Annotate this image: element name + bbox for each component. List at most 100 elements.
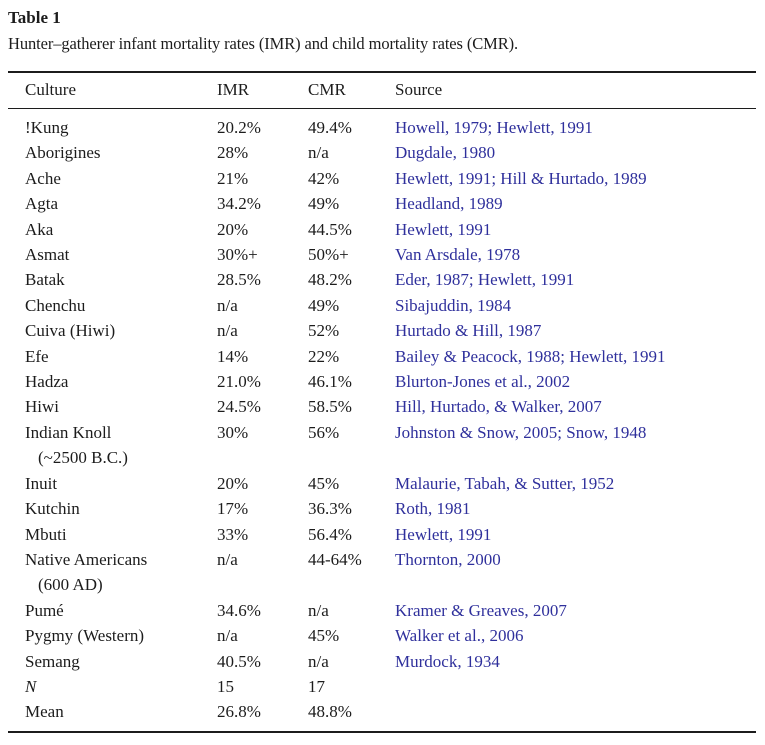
source-cell: Hewlett, 1991 [395, 217, 756, 242]
culture-cell: Pumé [8, 598, 217, 623]
citation-link[interactable]: Murdock, 1934 [395, 651, 500, 671]
culture-name: Mbuti [25, 524, 67, 544]
citation-link[interactable]: Eder, 1987; Hewlett, 1991 [395, 270, 575, 290]
culture-name: Kutchin [25, 499, 80, 519]
table-row: Asmat 30%+ 50%+ Van Arsdale, 1978 [8, 242, 756, 267]
culture-name: Asmat [25, 245, 70, 265]
source-cell: Van Arsdale, 1978 [395, 242, 756, 267]
table-row: Pumé 34.6% n/a Kramer & Greaves, 2007 [8, 598, 756, 623]
culture-cell: Asmat [8, 242, 217, 267]
citation-link[interactable]: Bailey & Peacock, 1988; Hewlett, 1991 [395, 346, 666, 366]
citation-link[interactable]: Headland, 1989 [395, 194, 503, 214]
table-row: Semang 40.5% n/a Murdock, 1934 [8, 649, 756, 674]
citation-link[interactable]: Walker et al., 2006 [395, 626, 524, 646]
culture-name: Agta [25, 194, 59, 214]
culture-cell: Pygmy (Western) [8, 623, 217, 648]
culture-name: Pygmy (Western) [25, 626, 145, 646]
imr-cell: n/a [217, 549, 238, 569]
source-cell: Murdock, 1934 [395, 649, 756, 674]
table-row: Chenchu n/a 49% Sibajuddin, 1984 [8, 293, 756, 318]
citation-link[interactable]: Roth, 1981 [395, 499, 471, 519]
source-cell: Bailey & Peacock, 1988; Hewlett, 1991 [395, 344, 756, 369]
table-row: N 15 17 [8, 674, 756, 699]
culture-cell: Batak [8, 267, 217, 292]
culture-name: Aka [25, 219, 54, 239]
cmr-cell: 44-64% [308, 549, 362, 569]
culture-cell: Mbuti [8, 522, 217, 547]
cmr-cell: 48.8% [308, 702, 352, 722]
citation-link[interactable]: Johnston & Snow, 2005; Snow, 1948 [395, 422, 647, 442]
imr-cell: 34.2% [217, 194, 261, 214]
culture-name-line2: (~2500 B.C.) [38, 448, 128, 468]
imr-cell: 20% [217, 473, 249, 493]
imr-cell: 15 [217, 676, 234, 696]
source-cell: Howell, 1979; Hewlett, 1991 [395, 109, 756, 141]
source-cell: Blurton-Jones et al., 2002 [395, 369, 756, 394]
culture-cell: Semang [8, 649, 217, 674]
culture-name: Mean [25, 702, 64, 722]
col-header-cmr: CMR [308, 72, 395, 109]
cmr-cell: 49.4% [308, 118, 352, 137]
citation-link[interactable]: Hewlett, 1991; Hill & Hurtado, 1989 [395, 168, 647, 188]
culture-cell: Aborigines [8, 140, 217, 165]
imr-cell: 20.2% [217, 118, 261, 137]
cmr-cell: 22% [308, 346, 340, 366]
culture-name: Indian Knoll [25, 422, 112, 442]
culture-name: Hadza [25, 372, 69, 392]
culture-name: Batak [25, 270, 65, 290]
culture-name: Inuit [25, 473, 58, 493]
culture-cell: Agta [8, 191, 217, 216]
citation-link[interactable]: Dugdale, 1980 [395, 143, 496, 163]
culture-name: Pumé [25, 600, 64, 620]
cmr-cell: 50%+ [308, 245, 349, 265]
citation-link[interactable]: Blurton-Jones et al., 2002 [395, 372, 571, 392]
culture-cell: Inuit [8, 471, 217, 496]
culture-name: Cuiva (Hiwi) [25, 321, 116, 341]
culture-cell: Native Americans (600 AD) [8, 547, 217, 598]
table-row: Mean 26.8% 48.8% [8, 699, 756, 731]
citation-link[interactable]: Hewlett, 1991 [395, 524, 492, 544]
citation-link[interactable]: Thornton, 2000 [395, 549, 501, 569]
table-row: Ache 21% 42% Hewlett, 1991; Hill & Hurtado,… [8, 166, 756, 191]
culture-cell: N [8, 674, 217, 699]
citation-link[interactable]: Hill, Hurtado, & Walker, 2007 [395, 397, 602, 417]
imr-cell: 17% [217, 499, 249, 519]
source-cell: Malaurie, Tabah, & Sutter, 1952 [395, 471, 756, 496]
imr-cell: 26.8% [217, 702, 261, 722]
col-header-culture: Culture [8, 72, 217, 109]
imr-cell: 21.0% [217, 372, 261, 392]
culture-name: !Kung [25, 118, 69, 137]
cmr-cell: 49% [308, 194, 340, 214]
imr-cell: 30% [217, 422, 249, 442]
culture-cell: Chenchu [8, 293, 217, 318]
source-cell: Kramer & Greaves, 2007 [395, 598, 756, 623]
source-cell: Sibajuddin, 1984 [395, 293, 756, 318]
citation-link[interactable]: Malaurie, Tabah, & Sutter, 1952 [395, 473, 615, 493]
cmr-cell: n/a [308, 600, 329, 620]
culture-name: N [25, 676, 37, 696]
citation-link[interactable]: Sibajuddin, 1984 [395, 295, 512, 315]
citation-link[interactable]: Hewlett, 1991 [395, 219, 492, 239]
imr-cell: 28.5% [217, 270, 261, 290]
source-cell: Hurtado & Hill, 1987 [395, 318, 756, 343]
table-row: Agta 34.2% 49% Headland, 1989 [8, 191, 756, 216]
culture-cell: Ache [8, 166, 217, 191]
culture-cell: !Kung [8, 109, 217, 141]
culture-cell: Hiwi [8, 394, 217, 419]
citation-link[interactable]: Kramer & Greaves, 2007 [395, 600, 567, 620]
table-row: Inuit 20% 45% Malaurie, Tabah, & Sutter, 19… [8, 471, 756, 496]
imr-cell: 30%+ [217, 245, 258, 265]
citation-link[interactable]: Hurtado & Hill, 1987 [395, 321, 542, 341]
culture-name: Native Americans [25, 549, 148, 569]
citation-link[interactable]: Howell, 1979; Hewlett, 1991 [395, 118, 593, 137]
table-row: Pygmy (Western) n/a 45% Walker et al., 2006 [8, 623, 756, 648]
imr-cell: 24.5% [217, 397, 261, 417]
table-row: Hiwi 24.5% 58.5% Hill, Hurtado, & Walker, 2… [8, 394, 756, 419]
source-cell: Dugdale, 1980 [395, 140, 756, 165]
culture-name: Semang [25, 651, 80, 671]
citation-link[interactable]: Van Arsdale, 1978 [395, 245, 521, 265]
source-cell: Roth, 1981 [395, 496, 756, 521]
imr-cell: 14% [217, 346, 249, 366]
mortality-table: Culture IMR CMR Source !Kung 20.2% 49.4% Ho… [8, 71, 756, 733]
imr-cell: n/a [217, 321, 238, 341]
